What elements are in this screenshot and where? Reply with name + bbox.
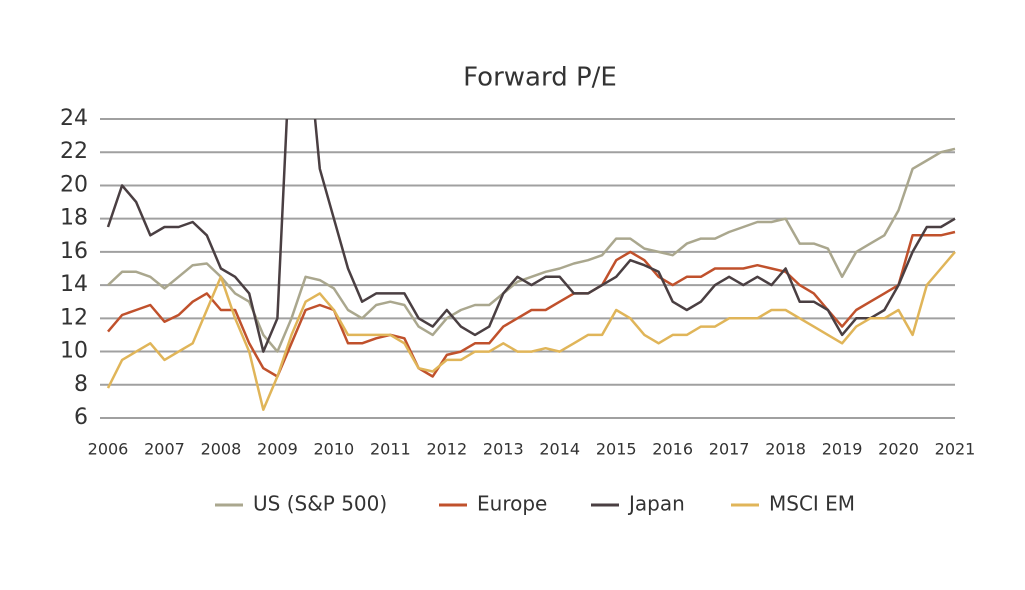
y-tick-label: 10 [60,339,88,364]
legend-label: Europe [477,492,547,516]
x-tick-label: 2019 [822,440,863,459]
x-tick-label: 2017 [709,440,750,459]
x-tick-label: 2014 [539,440,580,459]
chart-title: Forward P/E [463,63,617,93]
x-tick-label: 2013 [483,440,524,459]
y-tick-label: 24 [60,106,88,131]
y-tick-label: 18 [60,206,88,231]
x-tick-label: 2012 [426,440,467,459]
x-tick-label: 2006 [88,440,129,459]
series-line [107,230,956,378]
x-tick-label: 2021 [935,440,976,459]
x-tick-label: 2011 [370,440,411,459]
x-tick-label: 2007 [144,440,185,459]
y-tick-label: 20 [60,172,88,197]
legend-label: Japan [627,492,685,516]
legend: US (S&P 500) Europe Japan MSCI EM [215,492,855,516]
series-line [106,251,956,411]
x-tick-label: 2010 [314,440,355,459]
x-tick-label: 2008 [201,440,242,459]
y-tick-label: 22 [60,139,88,164]
y-tick-label: 12 [60,305,88,330]
y-tick-label: 14 [60,272,88,297]
x-tick-label: 2018 [765,440,806,459]
legend-label: MSCI EM [769,492,855,516]
series-line [107,147,956,353]
x-tick-label: 2009 [257,440,298,459]
plot-area [106,119,956,411]
y-tick-label: 8 [74,372,88,397]
legend-label: US (S&P 500) [253,492,387,516]
x-tick-label: 2020 [878,440,919,459]
y-tick-label: 16 [60,239,88,264]
series-line [106,119,956,353]
x-tick-label: 2015 [596,440,637,459]
y-tick-label: 6 [74,405,88,430]
x-tick-label: 2016 [652,440,693,459]
